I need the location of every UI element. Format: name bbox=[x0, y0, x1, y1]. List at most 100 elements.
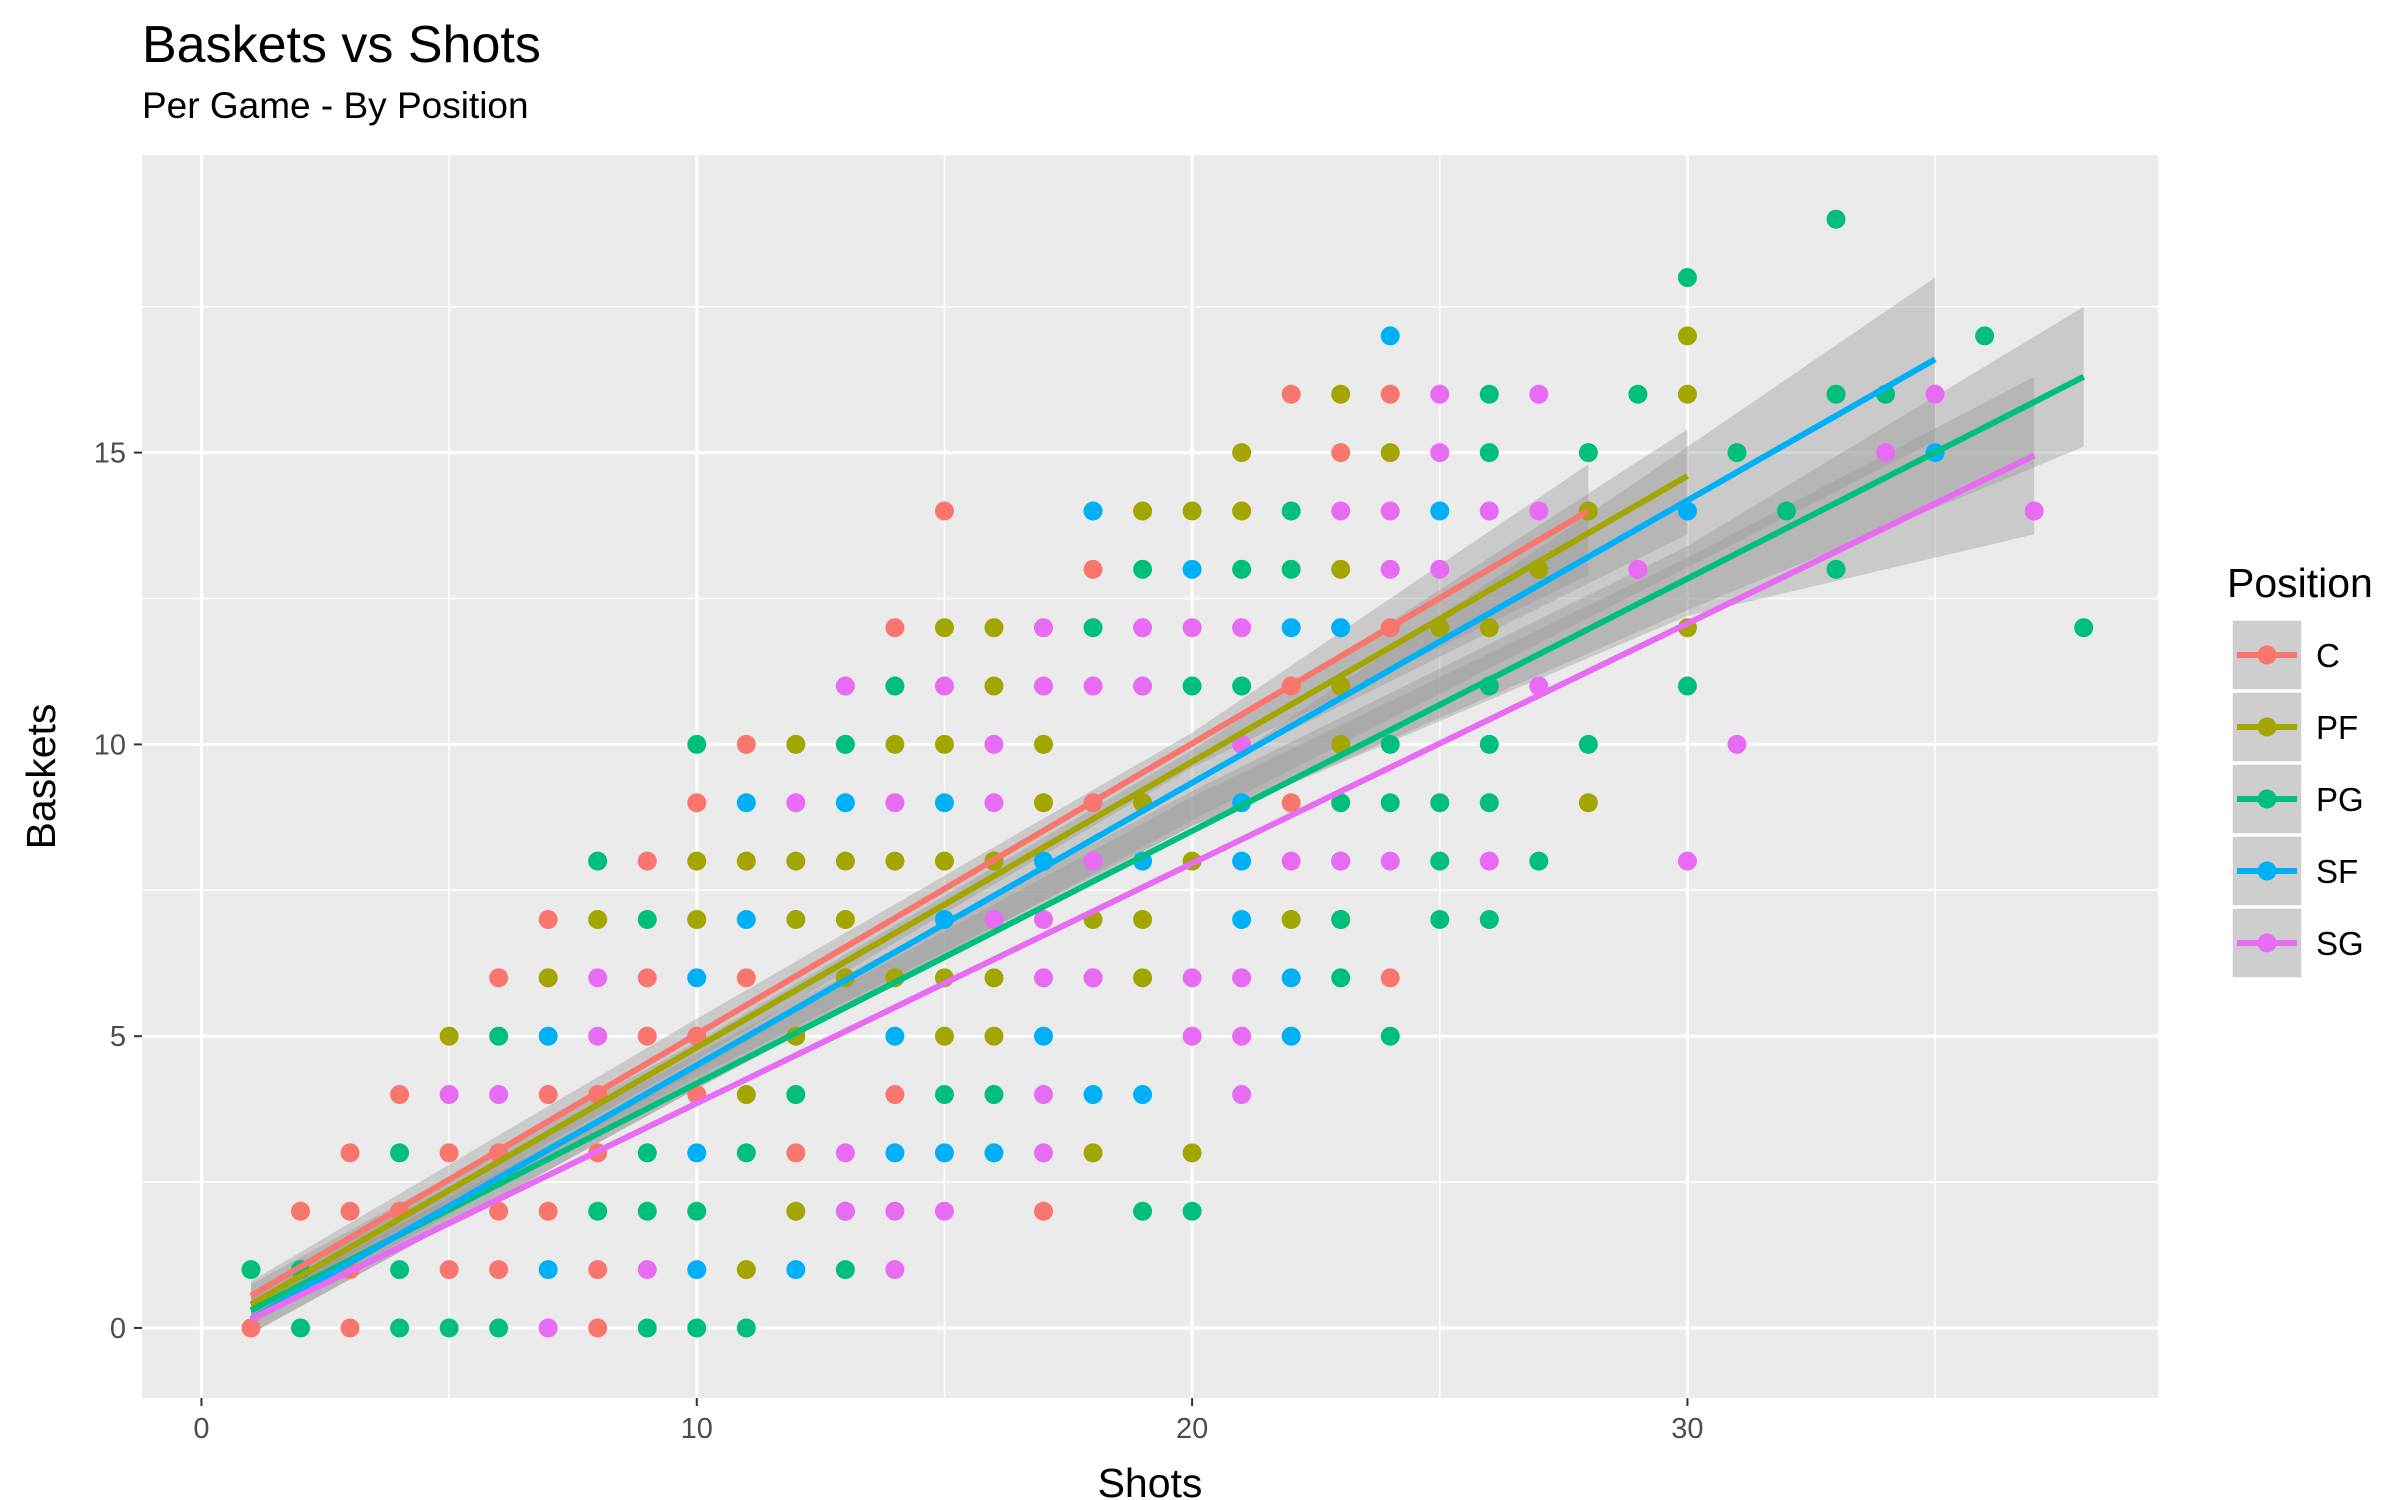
point-c bbox=[588, 1260, 608, 1280]
point-pg bbox=[1975, 326, 1995, 346]
point-pf bbox=[439, 1026, 459, 1046]
point-sf bbox=[885, 1143, 905, 1163]
point-pg bbox=[637, 1201, 657, 1221]
point-pf bbox=[934, 851, 954, 871]
point-pg bbox=[984, 1085, 1004, 1105]
point-pg bbox=[1479, 909, 1499, 929]
point-sg bbox=[934, 676, 954, 696]
point-pf bbox=[687, 851, 707, 871]
point-c bbox=[439, 1143, 459, 1163]
point-pg bbox=[588, 851, 608, 871]
point-sg bbox=[1380, 501, 1400, 521]
point-sg bbox=[1380, 559, 1400, 579]
point-pg bbox=[1331, 909, 1351, 929]
point-sf bbox=[1281, 968, 1301, 988]
legend-label-sg: SG bbox=[2316, 925, 2364, 962]
y-tick-label: 5 bbox=[110, 1021, 126, 1053]
point-sf bbox=[1232, 851, 1252, 871]
x-tick-label: 30 bbox=[1671, 1413, 1703, 1445]
point-pg bbox=[736, 1318, 756, 1338]
point-sg bbox=[934, 1201, 954, 1221]
point-pf bbox=[736, 1260, 756, 1280]
legend-key-point-sf bbox=[2257, 861, 2277, 881]
point-sg bbox=[1133, 676, 1153, 696]
point-sg bbox=[489, 1085, 509, 1105]
point-pg bbox=[1232, 559, 1252, 579]
point-c bbox=[934, 501, 954, 521]
point-pg bbox=[2074, 618, 2094, 638]
point-pg bbox=[1232, 676, 1252, 696]
fit-line-c bbox=[249, 508, 1590, 1299]
point-sg bbox=[1232, 1026, 1252, 1046]
point-sg bbox=[984, 734, 1004, 754]
point-pf bbox=[687, 909, 707, 929]
point-c bbox=[538, 1201, 558, 1221]
point-sf bbox=[687, 1260, 707, 1280]
point-pg bbox=[1083, 618, 1103, 638]
y-axis-title: Baskets bbox=[18, 704, 64, 850]
point-pg bbox=[1578, 443, 1598, 463]
point-pf bbox=[1677, 326, 1697, 346]
point-sg bbox=[1182, 618, 1202, 638]
point-pf bbox=[1380, 443, 1400, 463]
point-pg bbox=[439, 1318, 459, 1338]
point-pg bbox=[1479, 384, 1499, 404]
confidence-band-sg bbox=[250, 376, 2035, 1334]
point-sg bbox=[1034, 1143, 1054, 1163]
point-sf bbox=[1232, 909, 1252, 929]
point-sg bbox=[1331, 501, 1351, 521]
point-pf bbox=[786, 909, 806, 929]
point-pg bbox=[390, 1260, 410, 1280]
point-pg bbox=[1578, 734, 1598, 754]
y-tick-label: 10 bbox=[94, 729, 126, 761]
point-sf bbox=[1083, 1085, 1103, 1105]
point-pf bbox=[1034, 734, 1054, 754]
point-c bbox=[1281, 384, 1301, 404]
fit-line-sf bbox=[249, 356, 1937, 1322]
point-sg bbox=[1479, 501, 1499, 521]
point-sg bbox=[1232, 618, 1252, 638]
point-pg bbox=[1826, 384, 1846, 404]
point-c bbox=[1281, 793, 1301, 813]
point-sg bbox=[1479, 851, 1499, 871]
point-sf bbox=[786, 1260, 806, 1280]
point-sf bbox=[687, 1143, 707, 1163]
point-pg bbox=[489, 1026, 509, 1046]
point-pg bbox=[1677, 676, 1697, 696]
point-c bbox=[687, 793, 707, 813]
point-sg bbox=[1876, 443, 1896, 463]
point-pg bbox=[934, 1085, 954, 1105]
point-pf bbox=[786, 734, 806, 754]
point-pg bbox=[1826, 209, 1846, 229]
point-c bbox=[1380, 968, 1400, 988]
point-c bbox=[1331, 443, 1351, 463]
point-c bbox=[538, 909, 558, 929]
point-c bbox=[736, 734, 756, 754]
point-pf bbox=[1182, 1143, 1202, 1163]
point-pg bbox=[1380, 734, 1400, 754]
point-pg bbox=[835, 1260, 855, 1280]
point-sg bbox=[2024, 501, 2044, 521]
point-pg bbox=[1727, 443, 1747, 463]
point-sg bbox=[588, 1026, 608, 1046]
point-pf bbox=[1034, 793, 1054, 813]
point-pf bbox=[835, 851, 855, 871]
point-pf bbox=[1331, 384, 1351, 404]
point-sf bbox=[736, 909, 756, 929]
point-sf bbox=[1034, 1026, 1054, 1046]
point-sf bbox=[1281, 1026, 1301, 1046]
point-pf bbox=[1232, 501, 1252, 521]
point-sf bbox=[1430, 501, 1450, 521]
grid-lines bbox=[142, 155, 2158, 1398]
legend-label-pg: PG bbox=[2316, 781, 2364, 818]
point-sg bbox=[1727, 734, 1747, 754]
point-c bbox=[340, 1143, 360, 1163]
point-pf bbox=[984, 968, 1004, 988]
x-tick-label: 20 bbox=[1176, 1413, 1208, 1445]
point-pf bbox=[1479, 618, 1499, 638]
legend-label-pf: PF bbox=[2316, 709, 2358, 746]
point-pg bbox=[241, 1260, 261, 1280]
legend-key-point-c bbox=[2257, 645, 2277, 665]
point-c bbox=[439, 1260, 459, 1280]
legend-title: Position bbox=[2227, 560, 2373, 606]
